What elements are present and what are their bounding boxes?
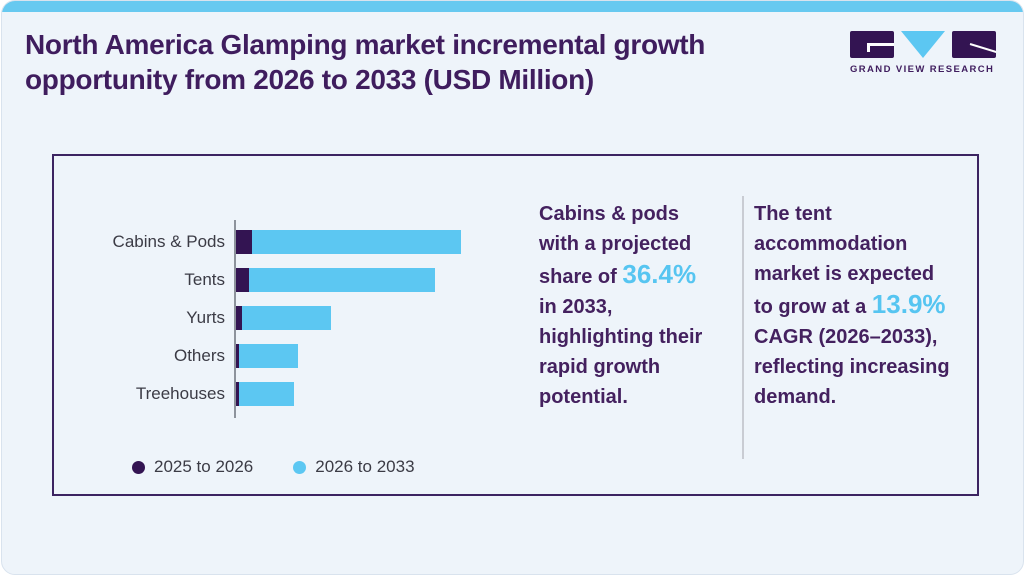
logo-letter-g-icon — [850, 31, 894, 58]
bar-segment-2026-to-2033 — [239, 344, 298, 368]
insight-line: accommodation — [754, 229, 974, 259]
stacked-bar — [236, 268, 435, 292]
gvr-logo-marks — [850, 31, 996, 58]
insight-tents: The tent accommodation market is expected t… — [754, 199, 974, 412]
legend-label: 2025 to 2026 — [154, 457, 254, 476]
category-label: Cabins & Pods — [112, 232, 225, 251]
gvr-logo: GRAND VIEW RESEARCH — [850, 31, 996, 75]
page-title: North America Glamping market incrementa… — [25, 27, 705, 97]
category-label: Yurts — [186, 308, 225, 327]
insight-cabins-pods: Cabins & pods with a projected share of 36… — [539, 199, 729, 412]
insight-text: with a projected — [539, 233, 692, 255]
highlight-value: 13.9% — [871, 289, 946, 319]
bar-segment-2026-to-2033 — [248, 268, 435, 292]
insight-line: in 2033, — [539, 292, 729, 322]
bar-segment-2025-to-2026 — [236, 306, 243, 330]
insight-line: demand. — [754, 382, 974, 412]
chart-rows: Cabins & Pods Tents Yurts Others Treehouses — [63, 220, 461, 406]
insight-text: rapid growth — [539, 356, 661, 378]
bar-chart: Cabins & Pods Tents Yurts Others Treehouses — [63, 220, 461, 420]
bar-segment-2025-to-2026 — [236, 344, 240, 368]
legend-dot-icon — [132, 460, 145, 474]
stacked-bar — [236, 230, 461, 254]
insight-text: to grow at a — [754, 296, 872, 318]
category-label: Tents — [184, 270, 225, 289]
insight-divider — [742, 196, 744, 459]
chart-row: Others — [63, 344, 461, 368]
insight-text: share of — [539, 266, 623, 288]
page-title-line-1: North America Glamping market incrementa… — [25, 29, 706, 60]
insight-line: CAGR (2026–2033), — [754, 322, 974, 352]
insight-text: CAGR (2026–2033), — [754, 326, 938, 348]
insight-line: share of 36.4% — [539, 259, 729, 292]
bar-segment-2026-to-2033 — [242, 306, 332, 330]
insight-text: The tent — [754, 203, 832, 225]
stacked-bar — [236, 382, 295, 406]
insight-text: market is expected — [754, 263, 935, 285]
insight-line: reflecting increasing — [754, 352, 974, 382]
category-axis-line — [234, 220, 236, 418]
category-label: Others — [173, 346, 225, 365]
stacked-bar — [236, 306, 332, 330]
insight-text: potential. — [539, 386, 628, 408]
logo-triangle-v-icon — [901, 31, 945, 58]
insight-text: highlighting their — [539, 326, 703, 348]
insight-line: The tent — [754, 199, 974, 229]
chart-legend: 2025 to 2026 2026 to 2033 — [132, 457, 415, 477]
highlight-value: 36.4% — [622, 259, 697, 289]
logo-brand-text: GRAND VIEW RESEARCH — [850, 64, 995, 75]
insight-line: potential. — [539, 382, 729, 412]
chart-row: Yurts — [63, 306, 461, 330]
top-accent-bar — [2, 1, 1023, 12]
bar-segment-2025-to-2026 — [236, 230, 252, 254]
insight-line: to grow at a 13.9% — [754, 289, 974, 322]
category-label: Treehouses — [135, 384, 225, 403]
insight-text: accommodation — [754, 233, 908, 255]
stacked-bar — [236, 344, 298, 368]
bar-segment-2026-to-2033 — [251, 230, 461, 254]
bar-segment-2026-to-2033 — [238, 382, 295, 406]
insight-line: rapid growth — [539, 352, 729, 382]
insight-line: market is expected — [754, 259, 974, 289]
chart-row: Tents — [63, 268, 461, 292]
insight-text: reflecting increasing — [754, 356, 950, 378]
insight-line: Cabins & pods — [539, 199, 729, 229]
page-title-line-2: opportunity from 2026 to 2033 (USD Milli… — [25, 64, 594, 95]
bar-segment-2025-to-2026 — [236, 268, 249, 292]
logo-letter-r-icon — [952, 31, 996, 58]
insight-line: highlighting their — [539, 322, 729, 352]
insight-text: Cabins & pods — [539, 203, 680, 225]
insight-line: with a projected — [539, 229, 729, 259]
chart-row: Treehouses — [63, 382, 461, 406]
insight-text: in 2033, — [539, 296, 613, 318]
chart-row: Cabins & Pods — [63, 230, 461, 254]
legend-dot-icon — [293, 460, 307, 474]
legend-label: 2026 to 2033 — [315, 457, 415, 476]
bar-segment-2025-to-2026 — [236, 382, 239, 406]
legend-item: 2025 to 2026 — [132, 457, 253, 477]
chart-panel: Cabins & Pods Tents Yurts Others Treehouses … — [52, 154, 979, 496]
insight-text: demand. — [754, 386, 837, 408]
legend-item: 2026 to 2033 — [293, 457, 415, 477]
